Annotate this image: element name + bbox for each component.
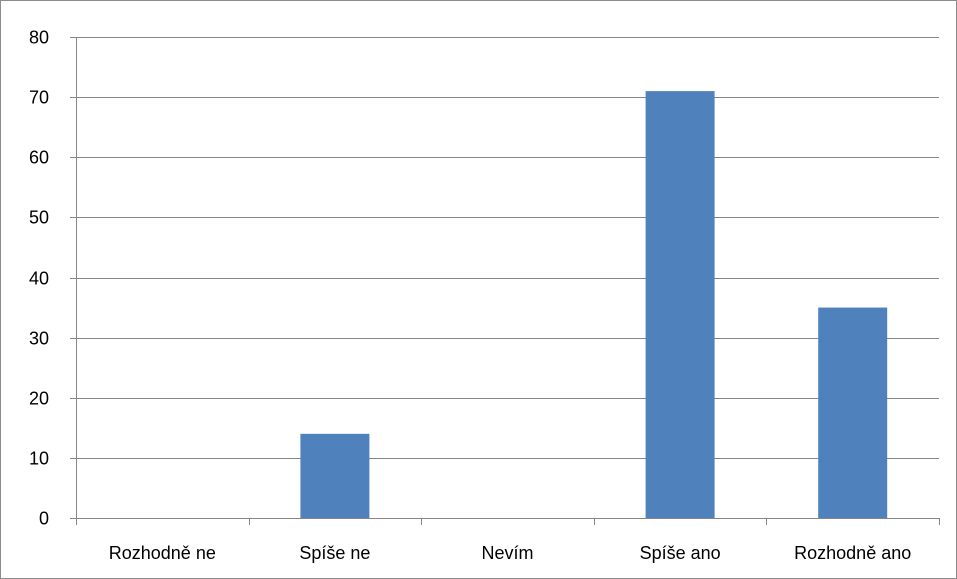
bars	[300, 91, 888, 519]
y-tick-label: 0	[39, 509, 49, 529]
x-tick-label: Nevím	[481, 543, 533, 563]
gridlines	[70, 37, 939, 459]
tick-labels: 0 10 20 30 40 50 60 70 80 Rozhodně ne Spíše ne Neví…	[29, 28, 911, 564]
y-tick-label: 50	[29, 208, 49, 228]
x-tick-label: Spíše ne	[299, 543, 370, 563]
axes	[70, 37, 940, 525]
y-tick-label: 70	[29, 88, 49, 108]
y-tick-label: 10	[29, 449, 49, 469]
bar	[818, 307, 888, 518]
bar	[645, 91, 715, 519]
x-tick-label: Rozhodně ano	[794, 543, 911, 563]
y-tick-label: 40	[29, 269, 49, 289]
x-tick-label: Rozhodně ne	[109, 543, 216, 563]
y-tick-label: 80	[29, 28, 49, 48]
bar	[300, 433, 370, 518]
y-tick-label: 60	[29, 148, 49, 168]
x-tick-label: Spíše ano	[640, 543, 721, 563]
y-tick-label: 20	[29, 389, 49, 409]
y-tick-label: 30	[29, 329, 49, 349]
